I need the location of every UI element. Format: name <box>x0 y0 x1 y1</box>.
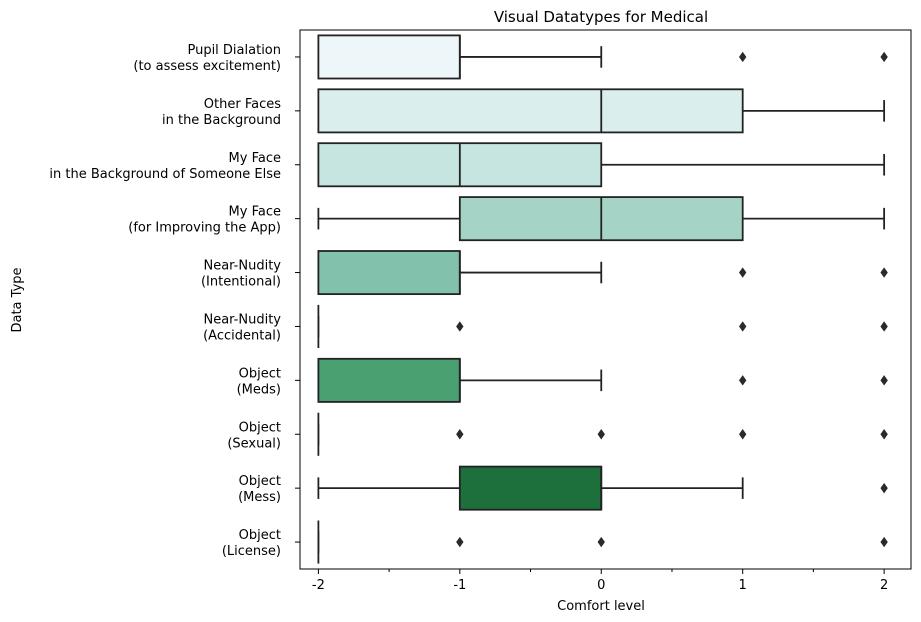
y-tick-label: Pupil Dialation (to assess excitement) <box>133 43 281 74</box>
y-tick-label-line: (License) <box>222 544 281 559</box>
outlier-point <box>456 536 464 548</box>
y-tick-label: Object (License) <box>222 528 281 559</box>
y-tick-label-line: Object <box>239 366 281 381</box>
outlier-point <box>739 375 747 386</box>
x-axis: -2 -1 0 1 2 <box>312 569 888 593</box>
plot-frame <box>299 29 912 570</box>
outlier-point <box>739 267 747 278</box>
chart-title: Visual Datatypes for Medical <box>494 8 708 26</box>
outlier-point <box>597 536 605 548</box>
iqr-box <box>317 88 744 134</box>
plot-area: -2 -1 0 1 2 Pupil Dialation (to assess excitem… <box>49 29 912 593</box>
y-tick-label-line: (Accidental) <box>203 328 281 343</box>
y-tick-label-line: (Intentional) <box>201 275 281 290</box>
box-row: Object (Meds) <box>237 357 888 403</box>
outlier-point <box>880 375 888 386</box>
x-tick-label: 1 <box>739 578 747 593</box>
box-row: Near-Nudity (Intentional) <box>201 250 888 296</box>
y-tick-label-line: (Sexual) <box>227 436 281 451</box>
x-tick-label: -2 <box>312 578 325 593</box>
outlier-point <box>880 267 888 278</box>
box-row: Object (License) <box>222 520 888 564</box>
iqr-box <box>458 465 603 511</box>
y-tick-label: Near-Nudity (Accidental) <box>203 312 281 343</box>
y-tick-label: Other Faces in the Background <box>162 97 281 128</box>
y-tick-label: My Face in the Background of Someone Else <box>49 151 281 182</box>
y-tick-label-line: Near-Nudity <box>203 259 281 274</box>
y-tick-label-line: Pupil Dialation <box>187 43 281 58</box>
x-tick-label: -1 <box>453 578 466 593</box>
outlier-point <box>880 51 888 63</box>
y-tick-label-line: in the Background of Someone Else <box>49 167 281 182</box>
y-tick-label: Object (Meds) <box>237 366 281 397</box>
box-row: Object (Mess) <box>238 465 888 511</box>
outlier-point <box>739 429 747 440</box>
y-tick-label-line: Object <box>239 420 281 435</box>
x-tick-label: 2 <box>880 578 888 593</box>
box-row: Near-Nudity (Accidental) <box>203 304 888 349</box>
y-tick-label-line: Object <box>239 528 281 543</box>
outlier-point <box>880 429 888 440</box>
outlier-point <box>880 321 888 332</box>
box-row: Other Faces in the Background <box>162 88 886 134</box>
box-row: My Face in the Background of Someone Else <box>49 142 886 188</box>
outlier-point <box>456 429 464 440</box>
y-tick-label-line: Near-Nudity <box>203 312 281 327</box>
y-tick-label-line: in the Background <box>162 113 281 128</box>
x-axis-label: Comfort level <box>557 599 645 614</box>
y-tick-label-line: Other Faces <box>204 97 281 112</box>
iqr-box <box>317 34 461 80</box>
y-tick-label-line: (to assess excitement) <box>133 59 281 74</box>
box-row: Pupil Dialation (to assess excitement) <box>133 34 888 80</box>
y-axis-label: Data Type <box>10 267 25 332</box>
y-tick-label-line: My Face <box>229 151 281 166</box>
iqr-box <box>317 250 461 296</box>
outlier-point <box>456 321 464 332</box>
outlier-point <box>739 321 747 332</box>
y-tick-label: Object (Mess) <box>238 474 281 505</box>
y-tick-label: My Face (for Improving the App) <box>128 205 281 236</box>
y-tick-label: Near-Nudity (Intentional) <box>201 259 281 290</box>
outlier-point <box>880 536 888 548</box>
y-tick-label-line: (Meds) <box>237 382 281 397</box>
box-row: My Face (for Improving the App) <box>128 196 886 242</box>
iqr-box <box>317 357 461 403</box>
y-tick-label: Object (Sexual) <box>227 420 281 451</box>
box-row: Object (Sexual) <box>227 412 888 456</box>
y-tick-label-line: My Face <box>229 205 281 220</box>
y-tick-label-line: (Mess) <box>238 490 281 505</box>
x-tick-label: 0 <box>597 578 605 593</box>
outlier-point <box>597 429 605 440</box>
outlier-point <box>739 51 747 63</box>
y-tick-label-line: (for Improving the App) <box>128 221 281 236</box>
y-tick-label-line: Object <box>239 474 281 489</box>
outlier-point <box>880 482 888 494</box>
